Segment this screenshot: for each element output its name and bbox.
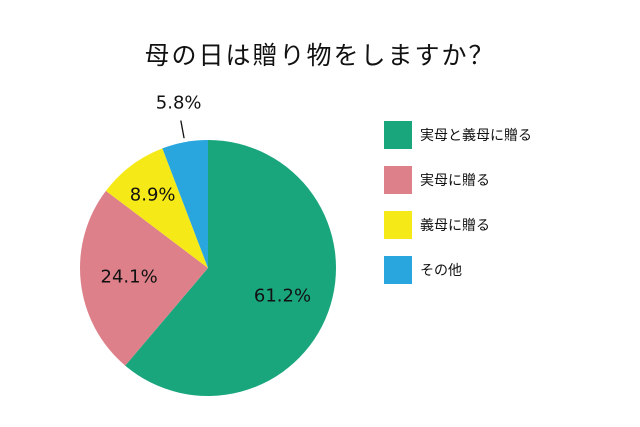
leader-line	[180, 120, 185, 139]
legend-swatch	[384, 121, 412, 149]
slice-mother-in-law	[105, 148, 208, 268]
slice-other	[162, 140, 208, 268]
legend-label: 実母に贈る	[420, 173, 490, 189]
data-label: 24.1%	[101, 267, 158, 288]
legend: 実母と義母に贈る 実母に贈る 義母に贈る その他	[384, 120, 532, 300]
legend-swatch	[384, 166, 412, 194]
legend-item-both: 実母と義母に贈る	[384, 120, 532, 150]
data-label: 8.9%	[130, 184, 176, 205]
legend-item-other: その他	[384, 255, 532, 285]
legend-label: 実母と義母に贈る	[420, 128, 532, 144]
data-label: 61.2%	[254, 285, 311, 306]
chart-title: 母の日は贈り物をしますか？	[144, 41, 496, 70]
data-label: 5.8%	[156, 93, 202, 114]
slice-own-mother	[79, 190, 208, 366]
legend-label: その他	[420, 263, 462, 279]
legend-swatch	[384, 256, 412, 284]
legend-item-own-mother: 実母に贈る	[384, 165, 532, 195]
slice-both	[125, 140, 336, 396]
legend-item-mother-in-law: 義母に贈る	[384, 210, 532, 240]
legend-label: 義母に贈る	[420, 218, 490, 234]
legend-swatch	[384, 211, 412, 239]
